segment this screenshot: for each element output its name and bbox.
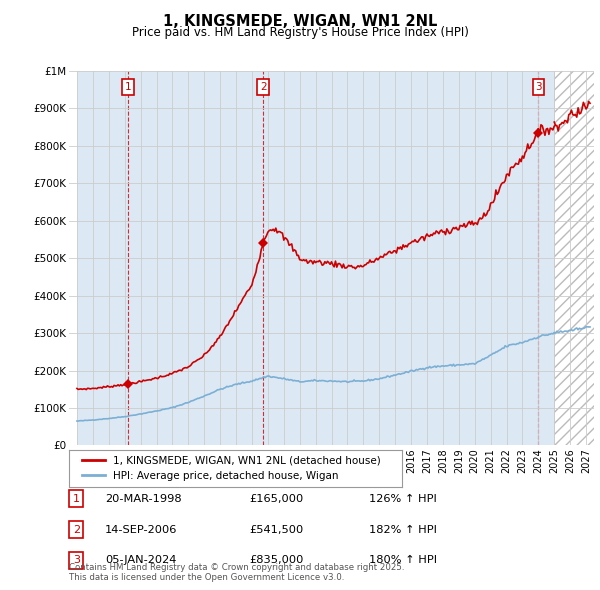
Bar [128,71,263,445]
Text: 2: 2 [260,82,266,92]
Text: 1, KINGSMEDE, WIGAN, WN1 2NL: 1, KINGSMEDE, WIGAN, WN1 2NL [163,14,437,28]
Text: 2: 2 [73,525,80,535]
Text: 3: 3 [73,555,80,565]
Text: £835,000: £835,000 [249,555,304,565]
Bar [263,71,538,445]
Text: 20-MAR-1998: 20-MAR-1998 [105,494,182,504]
Text: Contains HM Land Registry data © Crown copyright and database right 2025.
This d: Contains HM Land Registry data © Crown c… [69,563,404,582]
Text: 3: 3 [535,82,542,92]
Text: Price paid vs. HM Land Registry's House Price Index (HPI): Price paid vs. HM Land Registry's House … [131,26,469,39]
Bar [77,71,128,445]
Text: 182% ↑ HPI: 182% ↑ HPI [369,525,437,535]
Text: 05-JAN-2024: 05-JAN-2024 [105,555,176,565]
Bar [538,71,554,445]
Text: 1: 1 [73,494,80,504]
Text: 14-SEP-2006: 14-SEP-2006 [105,525,178,535]
Text: £541,500: £541,500 [249,525,303,535]
Text: £165,000: £165,000 [249,494,303,504]
Text: 1: 1 [125,82,131,92]
Text: 126% ↑ HPI: 126% ↑ HPI [369,494,437,504]
Text: 180% ↑ HPI: 180% ↑ HPI [369,555,437,565]
Legend: 1, KINGSMEDE, WIGAN, WN1 2NL (detached house), HPI: Average price, detached hous: 1, KINGSMEDE, WIGAN, WN1 2NL (detached h… [77,451,385,485]
